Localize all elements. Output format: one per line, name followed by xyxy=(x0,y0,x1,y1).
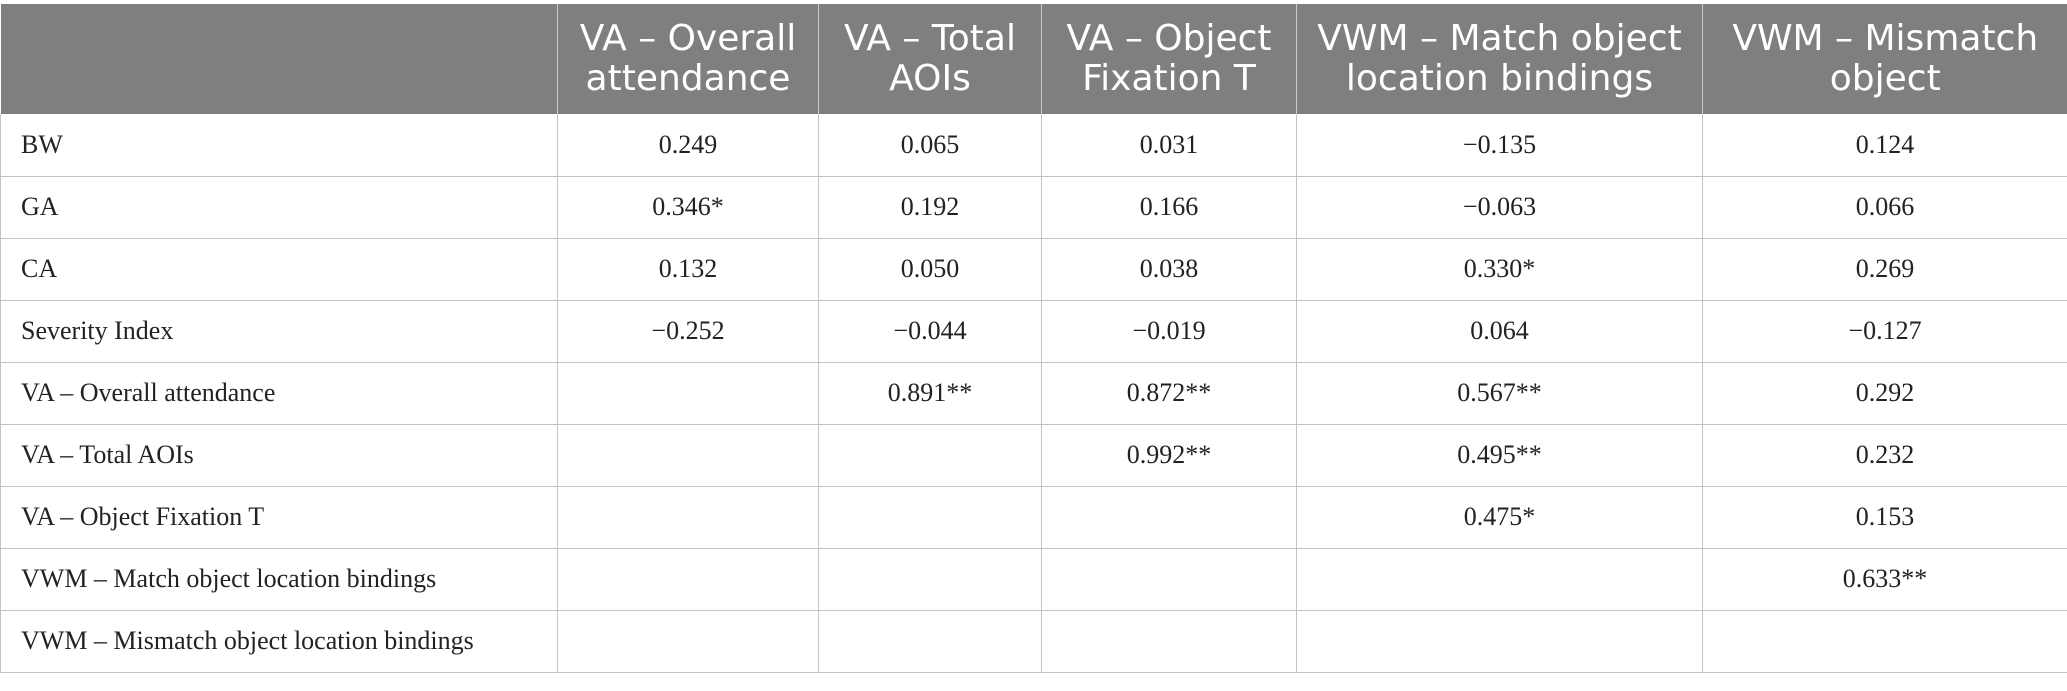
value-cell: 0.891** xyxy=(818,362,1042,425)
table-body: BW 0.249 0.065 0.031 −0.135 0.124 GA 0.346* 0.19… xyxy=(0,114,2067,673)
value-cell xyxy=(557,362,819,425)
value-cell: 0.249 xyxy=(557,114,819,177)
value-cell: −0.135 xyxy=(1296,114,1703,177)
value-cell xyxy=(818,610,1042,673)
table-row: Severity Index −0.252 −0.044 −0.019 0.064 −0.… xyxy=(0,300,2067,363)
value-cell xyxy=(1296,548,1703,611)
table-row: VA – Total AOIs 0.992** 0.495** 0.232 xyxy=(0,424,2067,487)
header-cell-vwm-mismatch: VWM – Mismatch object xyxy=(1702,4,2067,114)
row-label-cell: VA – Object Fixation T xyxy=(0,486,558,549)
value-cell: 0.330* xyxy=(1296,238,1703,301)
value-cell: 0.475* xyxy=(1296,486,1703,549)
value-cell xyxy=(1296,610,1703,673)
value-cell: 0.346* xyxy=(557,176,819,239)
value-cell: −0.063 xyxy=(1296,176,1703,239)
table-row: VA – Object Fixation T 0.475* 0.153 xyxy=(0,486,2067,549)
value-cell: 0.132 xyxy=(557,238,819,301)
value-cell xyxy=(557,548,819,611)
value-cell xyxy=(1041,610,1297,673)
row-label-cell: VA – Total AOIs xyxy=(0,424,558,487)
value-cell xyxy=(1041,548,1297,611)
value-cell: 0.495** xyxy=(1296,424,1703,487)
value-cell xyxy=(818,548,1042,611)
value-cell: 0.031 xyxy=(1041,114,1297,177)
value-cell xyxy=(818,486,1042,549)
value-cell: −0.019 xyxy=(1041,300,1297,363)
value-cell: 0.633** xyxy=(1702,548,2067,611)
value-cell xyxy=(557,424,819,487)
value-cell xyxy=(557,610,819,673)
value-cell xyxy=(818,424,1042,487)
table-row: VWM – Match object location bindings 0.63… xyxy=(0,548,2067,611)
value-cell xyxy=(557,486,819,549)
value-cell: 0.992** xyxy=(1041,424,1297,487)
header-cell-va-object-fixation: VA – Object Fixation T xyxy=(1041,4,1297,114)
value-cell: 0.065 xyxy=(818,114,1042,177)
value-cell: 0.292 xyxy=(1702,362,2067,425)
row-label-cell: Severity Index xyxy=(0,300,558,363)
table-row: VWM – Mismatch object location bindings xyxy=(0,610,2067,673)
header-cell-va-overall-attendance: VA – Overall attendance xyxy=(557,4,819,114)
value-cell: 0.038 xyxy=(1041,238,1297,301)
header-cell-corner xyxy=(0,4,558,114)
header-row: VA – Overall attendance VA – Total AOIs … xyxy=(0,4,2067,114)
value-cell: 0.166 xyxy=(1041,176,1297,239)
value-cell: 0.066 xyxy=(1702,176,2067,239)
correlation-table: VA – Overall attendance VA – Total AOIs … xyxy=(0,4,2067,673)
value-cell: 0.269 xyxy=(1702,238,2067,301)
table-row: CA 0.132 0.050 0.038 0.330* 0.269 xyxy=(0,238,2067,301)
value-cell xyxy=(1041,486,1297,549)
value-cell: 0.192 xyxy=(818,176,1042,239)
header-cell-vwm-match: VWM – Match object location bindings xyxy=(1296,4,1703,114)
value-cell: 0.153 xyxy=(1702,486,2067,549)
header-cell-va-total-aois: VA – Total AOIs xyxy=(818,4,1042,114)
value-cell: 0.124 xyxy=(1702,114,2067,177)
table-row: BW 0.249 0.065 0.031 −0.135 0.124 xyxy=(0,114,2067,177)
value-cell: 0.064 xyxy=(1296,300,1703,363)
value-cell: 0.872** xyxy=(1041,362,1297,425)
value-cell: −0.252 xyxy=(557,300,819,363)
value-cell xyxy=(1702,610,2067,673)
value-cell: −0.127 xyxy=(1702,300,2067,363)
row-label-cell: CA xyxy=(0,238,558,301)
value-cell: 0.050 xyxy=(818,238,1042,301)
row-label-cell: BW xyxy=(0,114,558,177)
row-label-cell: VWM – Match object location bindings xyxy=(0,548,558,611)
value-cell: 0.232 xyxy=(1702,424,2067,487)
value-cell: 0.567** xyxy=(1296,362,1703,425)
table-row: GA 0.346* 0.192 0.166 −0.063 0.066 xyxy=(0,176,2067,239)
table-header: VA – Overall attendance VA – Total AOIs … xyxy=(0,4,2067,114)
row-label-cell: VA – Overall attendance xyxy=(0,362,558,425)
table-row: VA – Overall attendance 0.891** 0.872** 0.5… xyxy=(0,362,2067,425)
row-label-cell: GA xyxy=(0,176,558,239)
value-cell: −0.044 xyxy=(818,300,1042,363)
row-label-cell: VWM – Mismatch object location bindings xyxy=(0,610,558,673)
